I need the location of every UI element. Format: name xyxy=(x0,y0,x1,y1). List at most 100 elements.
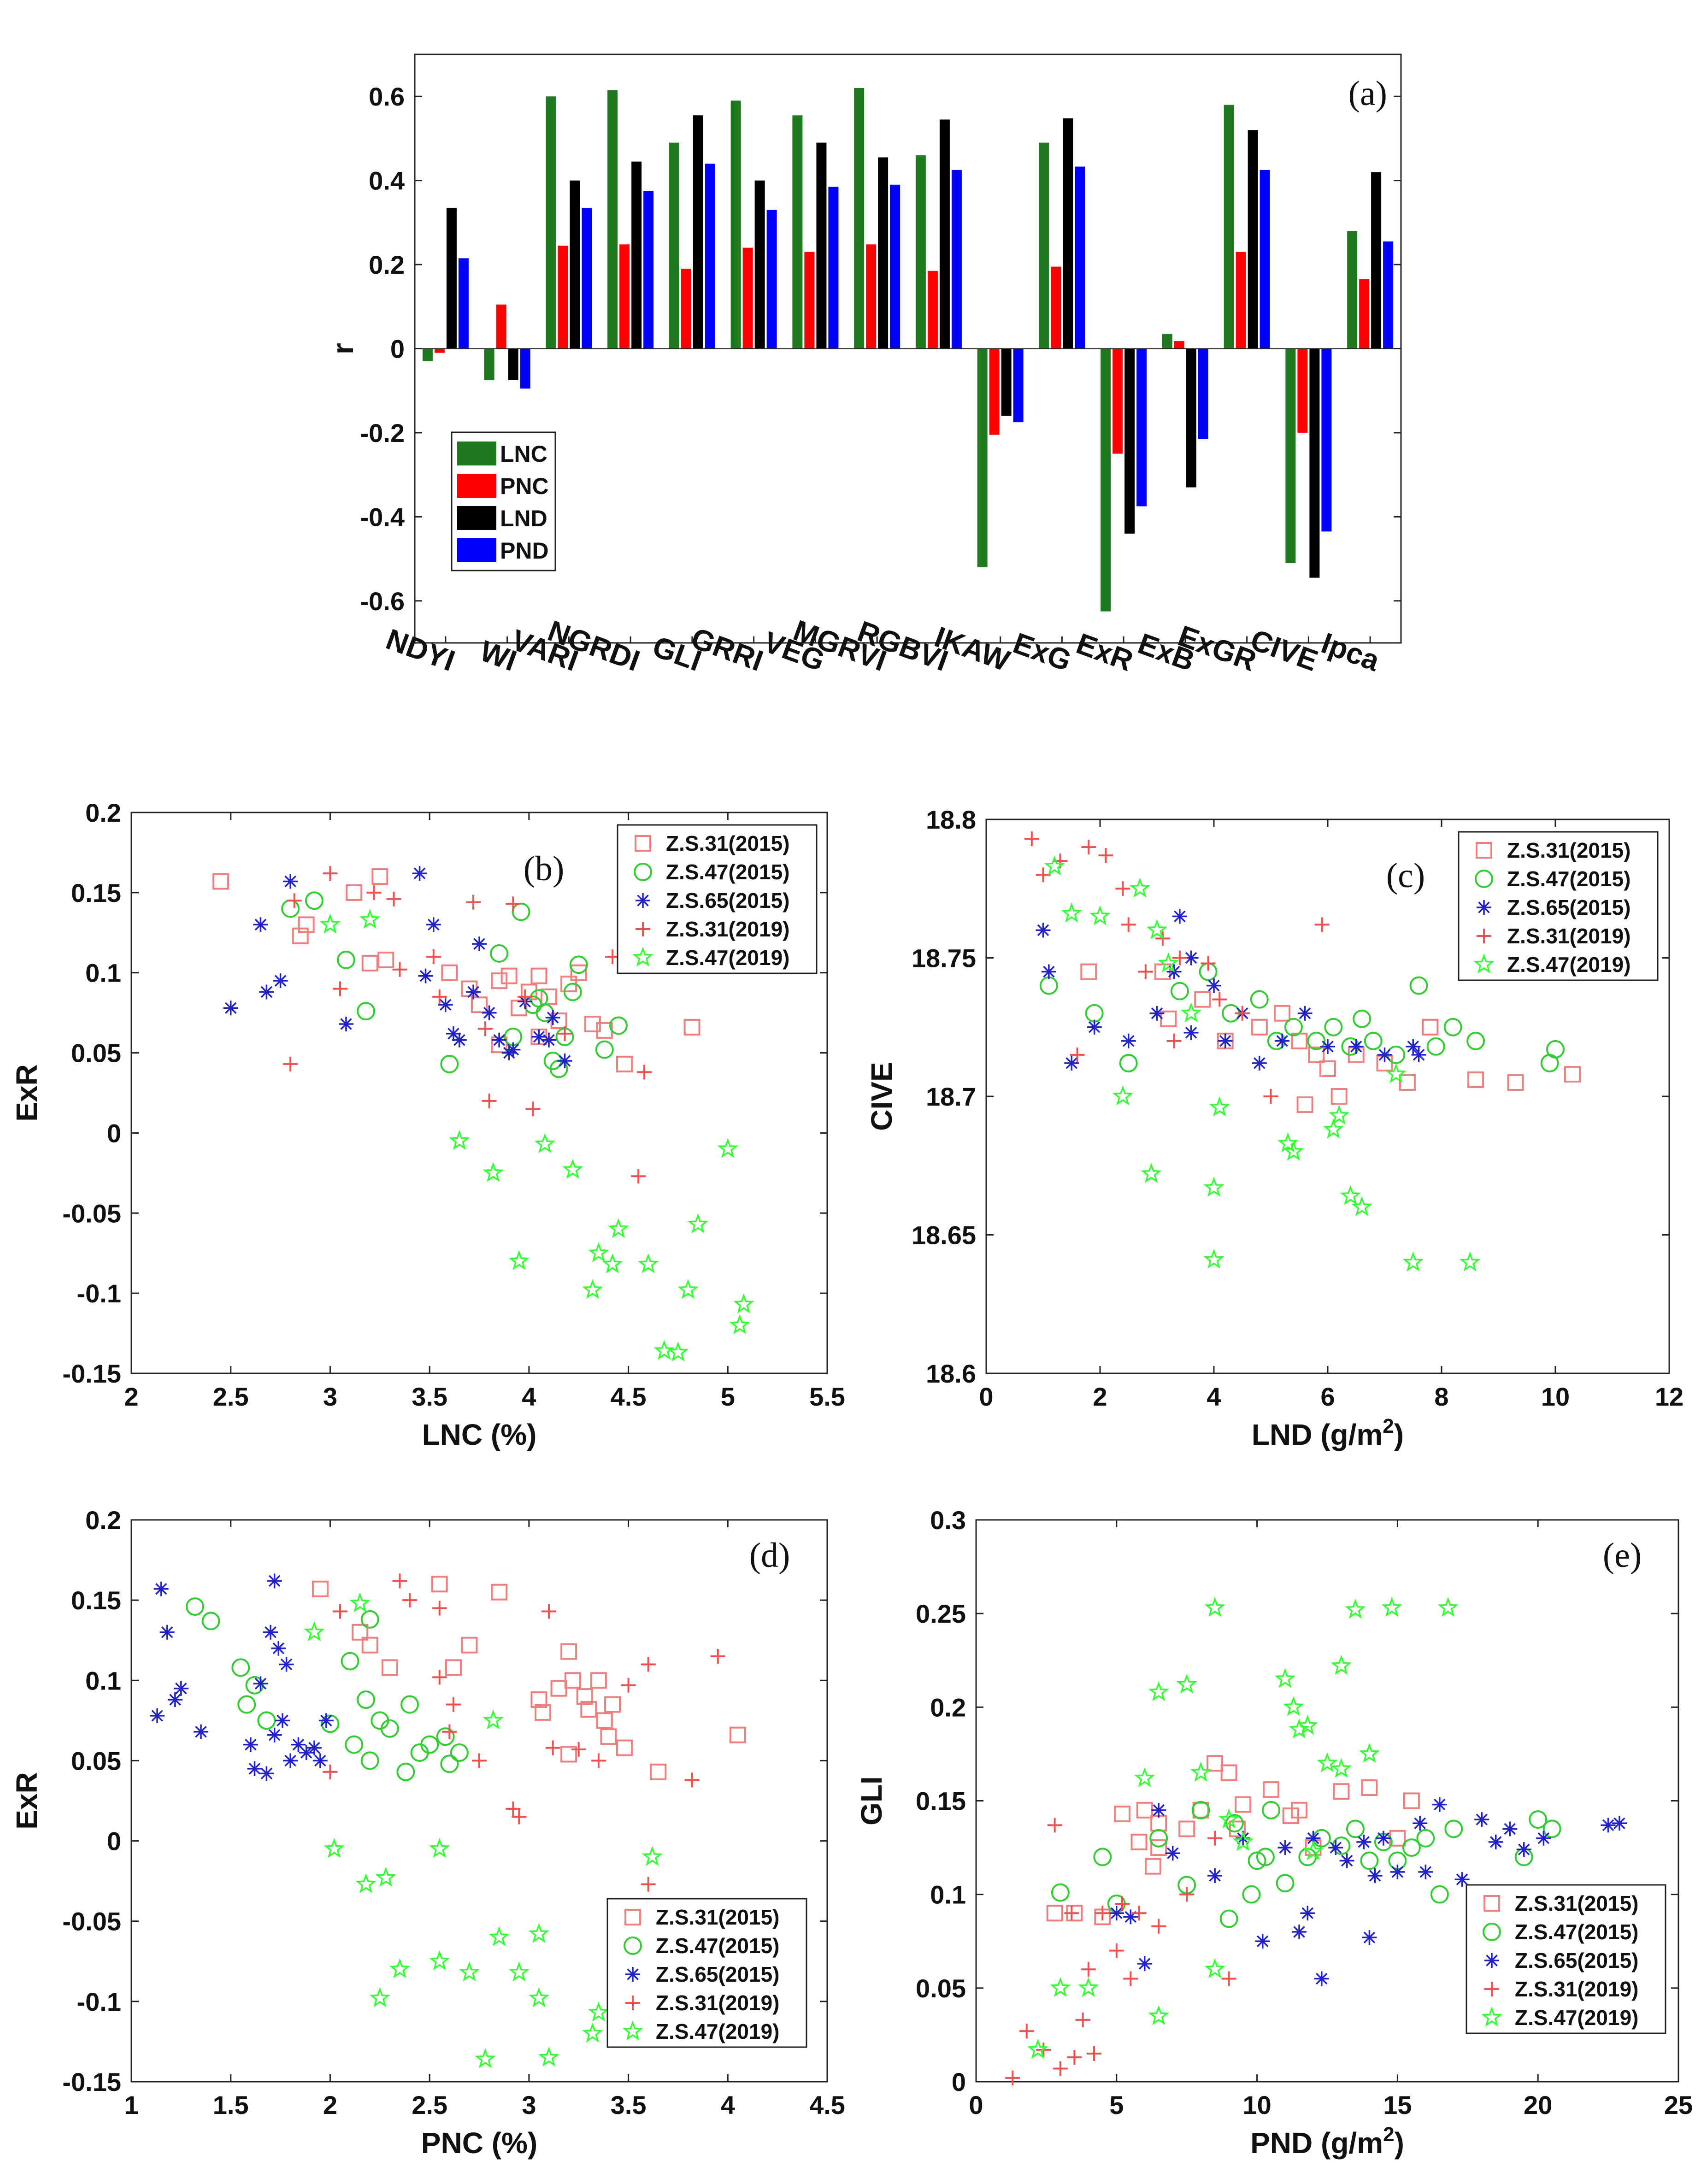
point-z-s-47-2019 xyxy=(534,1133,556,1154)
point-z-s-31-2015 xyxy=(1361,1779,1378,1796)
point-z-s-31-2015 xyxy=(1467,1071,1484,1088)
bar-lnc-ndyi xyxy=(422,348,433,361)
y-tick-label: 0.3 xyxy=(930,1506,966,1535)
point-z-s-31-2019 xyxy=(386,891,401,907)
bar-pnc-rgbvi xyxy=(927,271,938,349)
bar-pnc-vari xyxy=(558,246,568,349)
point-z-s-47-2015 xyxy=(450,1743,469,1762)
x-tick-label: 2.5 xyxy=(412,2090,447,2119)
point-z-s-31-2015 xyxy=(461,1637,478,1654)
series-z-s-31-2019 xyxy=(323,1573,725,1892)
point-z-s-65-2015 xyxy=(273,973,288,989)
point-z-s-47-2015 xyxy=(1093,1848,1112,1866)
point-z-s-31-2015 xyxy=(729,1726,746,1743)
point-z-s-31-2015 xyxy=(511,1000,528,1017)
point-z-s-31-2015 xyxy=(560,1643,577,1660)
point-z-s-65-2015 xyxy=(1474,1812,1489,1827)
bar-lnd-vari xyxy=(570,180,580,349)
bar-lnc-exgr xyxy=(1224,105,1234,349)
x-tick-label: 2 xyxy=(1093,1382,1107,1411)
point-z-s-65-2015 xyxy=(1314,1971,1329,1986)
point-z-s-31-2019 xyxy=(287,893,302,908)
point-z-s-65-2015 xyxy=(1275,1033,1290,1048)
bar-pnc-veg xyxy=(804,252,815,349)
point-z-s-31-2019 xyxy=(637,1065,652,1080)
point-z-s-65-2015 xyxy=(318,1713,334,1728)
point-z-s-31-2019 xyxy=(392,962,407,977)
x-tick-label: 2 xyxy=(323,2090,337,2119)
point-z-s-47-2019 xyxy=(1340,1185,1361,1205)
point-z-s-47-2015 xyxy=(341,1652,359,1671)
series-z-s-47-2015 xyxy=(281,891,628,1078)
point-z-s-47-2015 xyxy=(1191,1801,1210,1819)
y-axis-label: r xyxy=(326,343,359,354)
bar-lnc-exg xyxy=(1039,142,1049,349)
y-tick-label: -0.15 xyxy=(62,2067,121,2096)
point-z-s-31-2019 xyxy=(472,1753,487,1768)
legend-marker-z-s-47-2015 xyxy=(634,863,652,881)
point-z-s-31-2015 xyxy=(1046,1905,1063,1922)
legend-marker-z-s-31-2015 xyxy=(1476,842,1492,859)
point-z-s-31-2015 xyxy=(441,964,458,981)
y-tick-label: -0.2 xyxy=(360,418,405,447)
point-z-s-31-2019 xyxy=(684,1772,700,1788)
y-tick-label: -0.6 xyxy=(360,587,405,616)
point-z-s-31-2015 xyxy=(590,1672,607,1689)
point-z-s-31-2019 xyxy=(1081,1962,1096,1977)
bar-pnc-gli xyxy=(681,269,691,349)
bar-pnd-ikaw xyxy=(1013,348,1024,423)
point-z-s-31-2015 xyxy=(564,1672,581,1689)
bar-lnd-mgrvi xyxy=(878,157,889,349)
point-z-s-65-2015 xyxy=(1087,1019,1102,1035)
y-tick-label: 0.1 xyxy=(930,1880,966,1909)
bar-pnc-ipca xyxy=(1359,279,1370,349)
point-z-s-31-2015 xyxy=(1178,1820,1195,1837)
point-z-s-47-2015 xyxy=(1546,1040,1565,1059)
point-z-s-31-2015 xyxy=(550,1013,567,1030)
point-z-s-31-2015 xyxy=(1274,1005,1291,1022)
y-tick-label: 0.05 xyxy=(71,1746,121,1775)
point-z-s-47-2019 xyxy=(1330,1758,1352,1778)
point-z-s-65-2015 xyxy=(259,1766,274,1781)
point-z-s-31-2019 xyxy=(710,1649,725,1664)
series-z-s-47-2019 xyxy=(1027,1597,1459,2059)
point-z-s-47-2019 xyxy=(1459,1251,1481,1272)
point-z-s-31-2015 xyxy=(1507,1074,1524,1091)
y-tick-label: 0.1 xyxy=(85,959,121,988)
x-tick-label: 4.5 xyxy=(809,2090,845,2119)
point-z-s-31-2015 xyxy=(1422,1018,1439,1036)
y-tick-label: 0.2 xyxy=(85,798,121,827)
x-tick-label: 2.5 xyxy=(213,1382,249,1411)
point-z-s-31-2015 xyxy=(530,967,547,984)
point-z-s-31-2019 xyxy=(1115,881,1130,896)
x-tick-label: 5 xyxy=(721,1382,735,1411)
x-tick-label: 10 xyxy=(1242,2090,1271,2119)
legend-label-z-s-31-2015: Z.S.31(2015) xyxy=(656,1905,779,1929)
point-z-s-31-2019 xyxy=(621,1678,636,1693)
point-z-s-47-2019 xyxy=(1328,1105,1350,1125)
point-z-s-47-2019 xyxy=(653,1340,675,1360)
point-z-s-31-2015 xyxy=(312,1580,329,1597)
point-z-s-65-2015 xyxy=(1036,923,1051,938)
point-z-s-47-2019 xyxy=(1148,2005,1170,2025)
point-z-s-47-2019 xyxy=(359,909,381,929)
point-z-s-47-2019 xyxy=(1345,1598,1366,1619)
point-z-s-47-2019 xyxy=(1044,855,1065,876)
point-z-s-47-2019 xyxy=(1203,1177,1224,1197)
x-tick-label: 4 xyxy=(1207,1382,1221,1411)
point-z-s-47-2015 xyxy=(336,950,355,969)
legend-marker-z-s-47-2015 xyxy=(624,1937,642,1955)
point-z-s-47-2019 xyxy=(1289,1719,1310,1739)
point-z-s-31-2019 xyxy=(442,1724,457,1739)
point-z-s-47-2019 xyxy=(1112,1085,1134,1106)
point-z-s-65-2015 xyxy=(153,1581,169,1596)
point-z-s-65-2015 xyxy=(1292,1924,1307,1939)
point-z-s-47-2015 xyxy=(396,1762,415,1781)
point-z-s-31-2015 xyxy=(1160,1010,1177,1027)
point-z-s-47-2015 xyxy=(440,1754,459,1773)
bar-lnc-exr xyxy=(1101,348,1111,612)
y-tick-label: 18.75 xyxy=(912,944,976,973)
point-z-s-47-2019 xyxy=(1089,905,1111,925)
panel-label: (a) xyxy=(1348,74,1387,113)
bar-lnd-exgr xyxy=(1248,130,1258,349)
